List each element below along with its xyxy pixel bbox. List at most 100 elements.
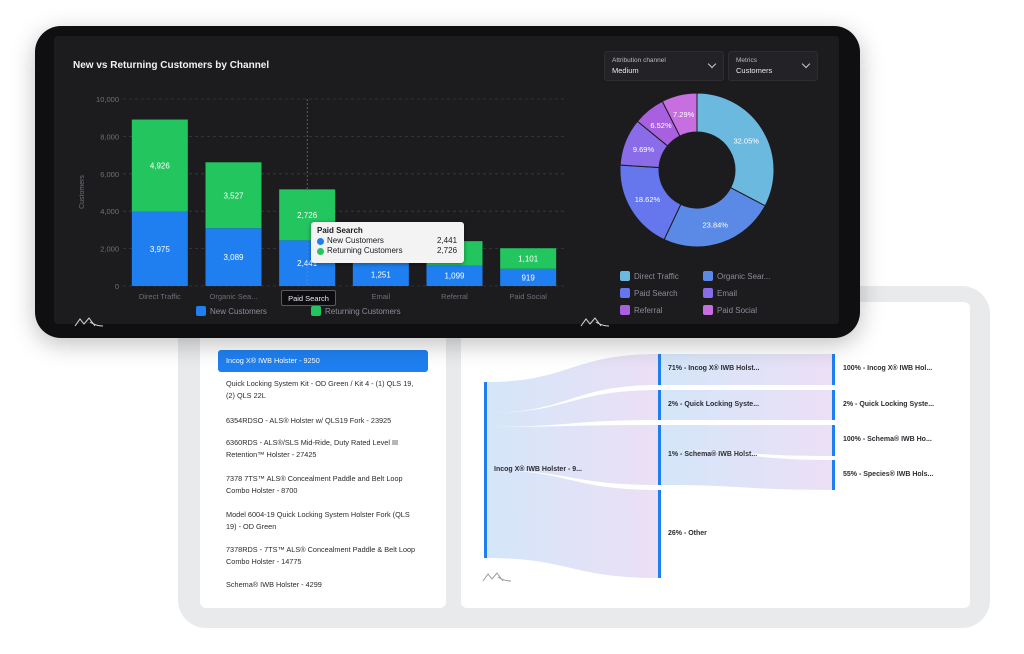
bar-segment xyxy=(131,119,188,212)
dropdown-label: Attribution channel xyxy=(612,57,666,64)
sankey-source-label: Incog X® IWB Holster - 9... xyxy=(494,466,582,473)
bar-segment xyxy=(205,162,262,229)
y-tick-label: 8,000 xyxy=(100,132,119,141)
brand-logo-icon xyxy=(482,572,512,582)
bar-segment xyxy=(131,211,188,286)
metrics-dropdown[interactable]: Metrics Customers xyxy=(728,51,818,81)
tooltip-series-name: Returning Customers xyxy=(327,246,403,255)
tooltip-value: 2,726 xyxy=(437,246,458,255)
sankey-flow xyxy=(661,390,833,420)
tooltip-value: 2,441 xyxy=(437,236,458,245)
list-item[interactable]: 6354RDSO - ALS® Holster w/ QLS19 Fork - … xyxy=(226,416,392,425)
sankey-node xyxy=(658,354,661,385)
sankey-flow xyxy=(486,354,659,413)
legend-swatch xyxy=(196,306,206,316)
list-item[interactable]: Model 6004-19 Quick Locking System Holst… xyxy=(226,510,410,531)
x-tick-label: Paid Social xyxy=(509,292,547,301)
list-item[interactable]: Quick Locking System Kit - OD Green / Ki… xyxy=(226,379,414,400)
bar-segment xyxy=(500,248,557,269)
tooltip-title: Paid Search xyxy=(317,226,363,235)
slice-label: 32.05% xyxy=(733,136,759,145)
brand-logo-icon xyxy=(74,317,104,327)
sankey-right-label: 55% - Species® IWB Hols... xyxy=(843,471,934,478)
bar-value-label: 919 xyxy=(521,273,535,282)
legend-swatch xyxy=(620,305,630,315)
attribution-channel-dropdown[interactable]: Attribution channel Medium xyxy=(604,51,724,81)
legend-paid-social[interactable]: Paid Social xyxy=(717,306,758,315)
list-item[interactable]: 6360RDS - ALS®/SLS Mid-Ride, Duty Rated … xyxy=(226,438,399,459)
bar-value-label: 4,926 xyxy=(150,162,171,171)
bar-value-label: 3,975 xyxy=(150,245,171,254)
tooltip-dot xyxy=(317,238,324,245)
x-tick-label: Direct Traffic xyxy=(139,292,181,301)
bar-value-label: 1,251 xyxy=(371,270,392,279)
sankey-node xyxy=(658,425,661,485)
legend-swatch xyxy=(703,305,713,315)
y-tick-label: 4,000 xyxy=(100,207,119,216)
donut-slice xyxy=(696,92,775,207)
sankey-right-label: 100% - Incog X® IWB Hol... xyxy=(843,365,933,372)
y-axis-label: Customers xyxy=(79,175,86,209)
dropdown-value: Customers xyxy=(736,66,773,75)
legend-new-customers[interactable]: New Customers xyxy=(210,307,267,316)
sankey-flow xyxy=(661,450,833,490)
legend-email[interactable]: Email xyxy=(717,289,738,298)
x-tick-label: Email xyxy=(371,292,390,301)
y-tick-label: 2,000 xyxy=(100,245,119,254)
list-item[interactable]: Schema® IWB Holster - 4299 xyxy=(226,580,322,589)
axis-category-tooltip: Paid Search xyxy=(281,290,336,306)
sankey-middle-label: 1% - Schema® IWB Holst... xyxy=(668,451,758,458)
sankey-node xyxy=(832,425,835,456)
sankey-middle-label: 26% - Other xyxy=(668,530,707,537)
donut-chart: 32.05% 23.84% 18.62% 9.69% 6.52%7.29% xyxy=(619,92,775,248)
sankey-flow xyxy=(661,354,833,385)
bar-segment xyxy=(426,265,483,286)
legend-swatch xyxy=(311,306,321,316)
sankey-node xyxy=(832,354,835,385)
bar-value-label: 1,101 xyxy=(518,255,539,264)
brand-logo-icon xyxy=(580,317,610,327)
legend-swatch xyxy=(620,271,630,281)
slice-label: 7.29% xyxy=(673,110,695,119)
sankey-node xyxy=(832,460,835,490)
list-item[interactable]: 7378 7TS™ ALS® Concealment Paddle and Be… xyxy=(226,474,403,495)
sankey-right-label: 100% - Schema® IWB Ho... xyxy=(843,436,932,443)
sankey-node xyxy=(832,390,835,420)
bar-chart: 0 2,000 4,000 6,000 8,000 10,000 Customers 3,97… xyxy=(79,95,565,301)
sankey-flow xyxy=(486,390,659,427)
y-tick-label: 0 xyxy=(115,282,119,291)
slice-label: 23.84% xyxy=(703,221,729,230)
list-item[interactable]: Incog X® IWB Holster - 9250 xyxy=(218,350,428,372)
legend-swatch xyxy=(703,271,713,281)
legend-paid-search[interactable]: Paid Search xyxy=(634,289,678,298)
bar-segment xyxy=(352,262,409,286)
list-item[interactable]: 7378RDS - 7TS™ ALS® Concealment Paddle &… xyxy=(226,545,416,566)
bar-value-label: 3,089 xyxy=(223,253,244,262)
slice-label: 6.52% xyxy=(650,121,672,130)
legend-direct-traffic[interactable]: Direct Traffic xyxy=(634,272,679,281)
legend-organic-search[interactable]: Organic Sear... xyxy=(717,272,771,281)
legend-swatch xyxy=(620,288,630,298)
chart-tooltip: Paid Search New Customers 2,441 Returnin… xyxy=(311,222,464,263)
tooltip-series-name: New Customers xyxy=(327,236,384,245)
sankey-middle-label: 2% - Quick Locking Syste... xyxy=(668,401,760,408)
chart-title: New vs Returning Customers by Channel xyxy=(73,60,270,71)
slice-label: 18.62% xyxy=(635,195,661,204)
dropdown-label: Metrics xyxy=(736,57,757,64)
sankey-node xyxy=(658,490,661,578)
sankey-flow xyxy=(486,425,659,485)
donut-slice xyxy=(661,92,698,137)
dropdown-value: Medium xyxy=(612,66,639,75)
sankey-right-label: 2% - Quick Locking Syste... xyxy=(843,401,935,408)
x-tick-label: Organic Sea... xyxy=(210,292,258,301)
legend-referral[interactable]: Referral xyxy=(634,306,663,315)
sankey-flow xyxy=(486,470,659,578)
y-tick-label: 10,000 xyxy=(96,95,119,104)
x-tick-label: Referral xyxy=(441,292,468,301)
legend-returning-customers[interactable]: Returning Customers xyxy=(325,307,401,316)
bar-value-label: 3,527 xyxy=(223,191,244,200)
slice-label: 9.69% xyxy=(633,145,655,154)
sankey-flow xyxy=(661,425,833,456)
sankey-middle-label: 71% - Incog X® IWB Holst... xyxy=(668,365,760,372)
